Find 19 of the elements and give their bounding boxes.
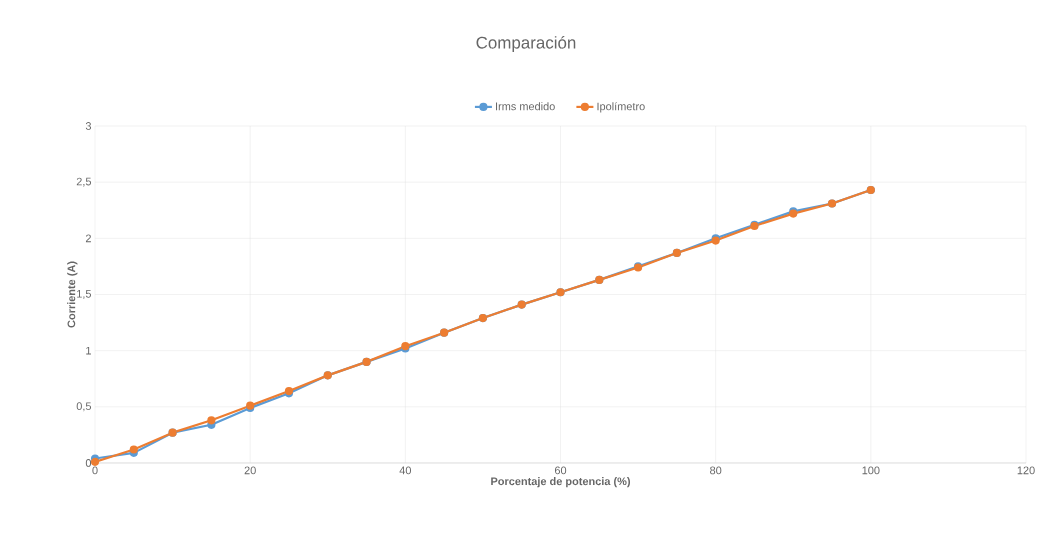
y-axis-title: Corriente (A)	[67, 261, 78, 328]
x-axis-title: Porcentaje de potencia (%)	[491, 477, 630, 488]
x-tick-label: 0	[92, 466, 98, 475]
legend-label: Ipolímetro	[597, 102, 645, 113]
y-tick-label: 0	[85, 459, 92, 467]
x-tick-label: 40	[399, 466, 411, 475]
y-tick-label: 2,5	[76, 177, 92, 187]
y-tick-label: 2	[85, 234, 91, 243]
chart-title: Comparación	[476, 36, 576, 52]
legend-label: Irms medido	[496, 102, 555, 111]
x-tick-label: 80	[710, 466, 722, 475]
x-tick-label: 60	[554, 466, 567, 475]
y-tick-label: 0,5	[76, 402, 92, 412]
y-tick-label: 1	[86, 346, 91, 355]
y-tick-label: 1,5	[77, 290, 92, 299]
x-tick-label: 120	[1017, 466, 1035, 475]
x-tick-label: 20	[244, 466, 256, 475]
x-tick-label: 100	[862, 466, 880, 475]
y-tick-label: 3	[85, 122, 91, 130]
